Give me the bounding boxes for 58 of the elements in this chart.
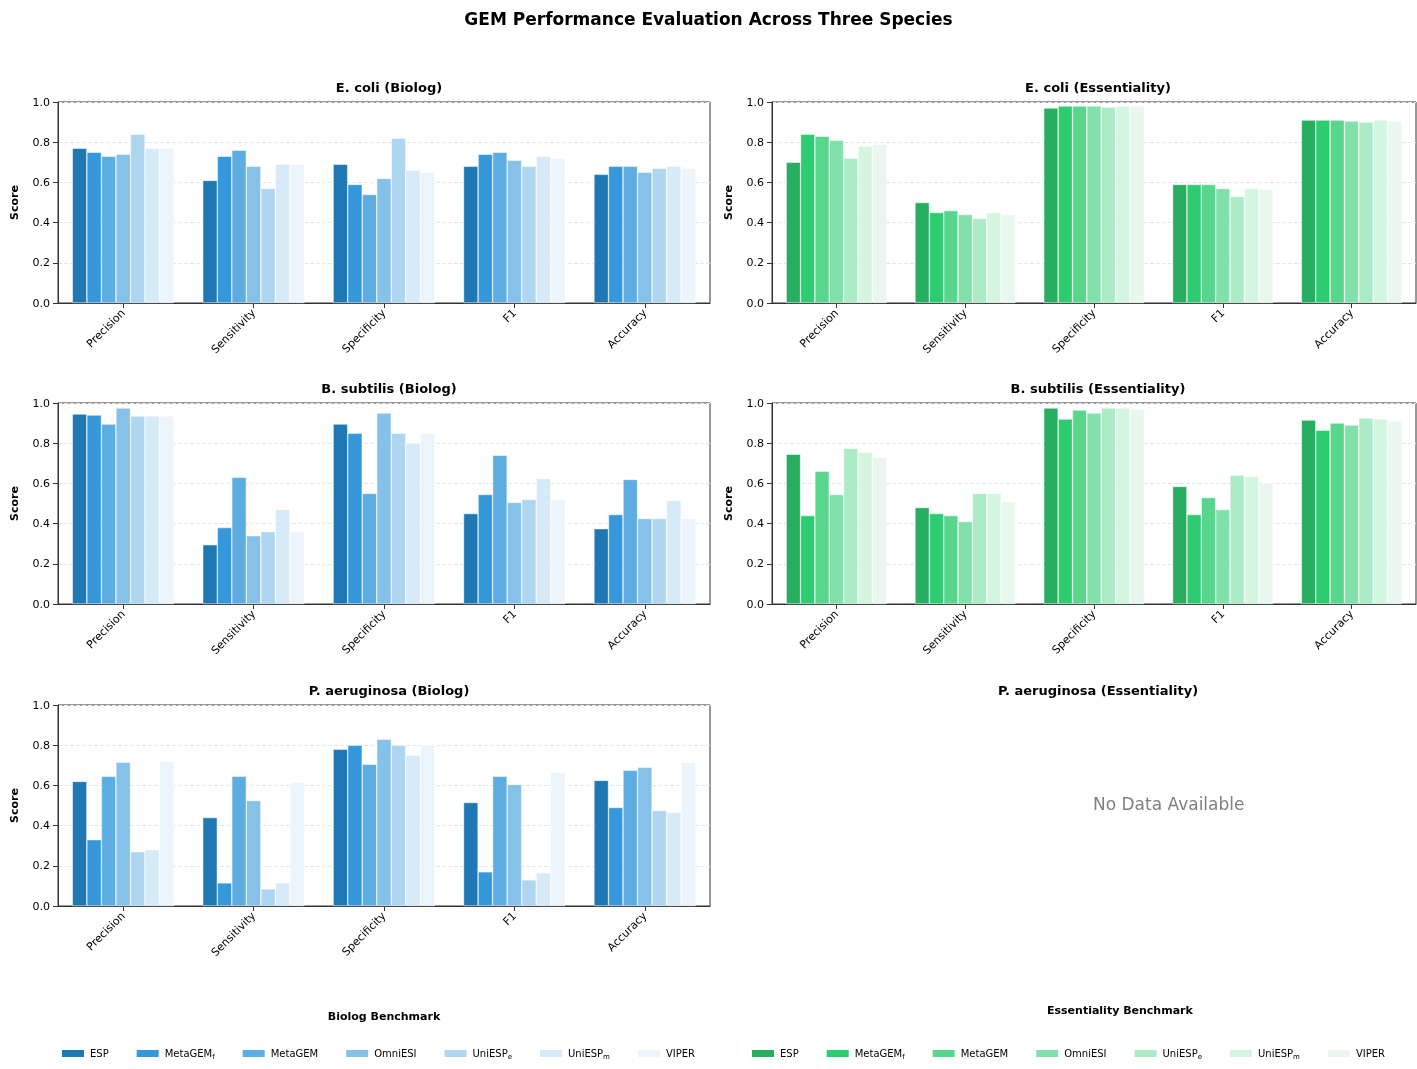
- y-tick-label: 0.4: [746, 216, 764, 230]
- y-tick-label: 0.0: [32, 899, 50, 913]
- text: Essentiality Benchmark: [1047, 1004, 1194, 1017]
- y-tick-label: 0.0: [32, 296, 50, 310]
- y-tick-label: 0.6: [32, 476, 50, 490]
- chart-title: B. subtilis (Biolog): [321, 381, 457, 396]
- y-tick-label: 0.2: [32, 256, 50, 270]
- y-tick-label: 1.0: [32, 95, 50, 109]
- x-axis-title: Biolog Benchmark: [327, 1010, 441, 1023]
- y-tick-label: 1.0: [32, 396, 50, 410]
- y-tick-label: 1.0: [746, 95, 764, 109]
- y-tick-label: 0.4: [32, 819, 50, 833]
- y-tick-label: 0.8: [32, 738, 50, 752]
- y-tick-label: 0.8: [746, 436, 764, 450]
- y-tick-label: 1.0: [32, 698, 50, 712]
- x-tick-label: F1: [500, 607, 519, 627]
- y-tick-label: 0.0: [746, 597, 764, 611]
- y-tick-label: 0.2: [32, 859, 50, 873]
- y-tick-label: 0.8: [746, 135, 764, 149]
- text: P. aeruginosa (Essentiality): [997, 683, 1199, 698]
- y-tick-label: 0.0: [32, 597, 50, 611]
- y-tick-label: 0.6: [32, 175, 50, 189]
- y-tick-label: 0.4: [32, 216, 50, 230]
- y-tick-label: 0.2: [746, 557, 764, 571]
- y-tick-label: 0.6: [746, 476, 764, 490]
- y-tick-label: 0.8: [32, 436, 50, 450]
- y-tick-label: 0.2: [32, 557, 50, 571]
- y-tick-label: 0.6: [32, 778, 50, 792]
- legend-label: OmniESI: [374, 1048, 417, 1059]
- y-tick-label: 0.6: [746, 175, 764, 189]
- y-axis-title: Score: [722, 486, 735, 521]
- legend-label: ESP: [90, 1048, 109, 1059]
- text: GEM Performance Evaluation Across Three Species: [463, 9, 954, 29]
- y-tick-label: 1.0: [746, 396, 764, 410]
- y-tick-label: 0.8: [32, 135, 50, 149]
- legend-label: MetaGEM: [960, 1048, 1009, 1059]
- chart-title: E. coli (Biolog): [335, 80, 443, 95]
- y-axis-title: Score: [722, 185, 735, 220]
- legend-label: MetaGEM: [270, 1048, 319, 1059]
- y-tick-label: 0.4: [32, 517, 50, 531]
- legend-label: ESP: [780, 1048, 799, 1059]
- legend-label: OmniESI: [1064, 1048, 1107, 1059]
- legend-label: VIPER: [665, 1048, 696, 1059]
- y-axis-title: Score: [8, 788, 21, 823]
- x-tick-label: F1: [1208, 306, 1228, 326]
- chart-title: E. coli (Essentiality): [1025, 80, 1171, 95]
- y-tick-label: 0.2: [746, 256, 764, 270]
- y-axis-title: Score: [8, 185, 21, 220]
- y-tick-label: 0.4: [746, 517, 764, 531]
- y-axis-title: Score: [8, 486, 21, 521]
- chart-title: P. aeruginosa (Biolog): [308, 683, 470, 698]
- x-tick-label: F1: [500, 306, 519, 326]
- chart-title: B. subtilis (Essentiality): [1010, 381, 1186, 396]
- legend-label: VIPER: [1355, 1048, 1386, 1059]
- text: No Data Available: [1093, 793, 1245, 814]
- x-tick-label: F1: [1208, 607, 1228, 627]
- x-tick-label: F1: [500, 909, 519, 929]
- y-tick-label: 0.0: [746, 296, 764, 310]
